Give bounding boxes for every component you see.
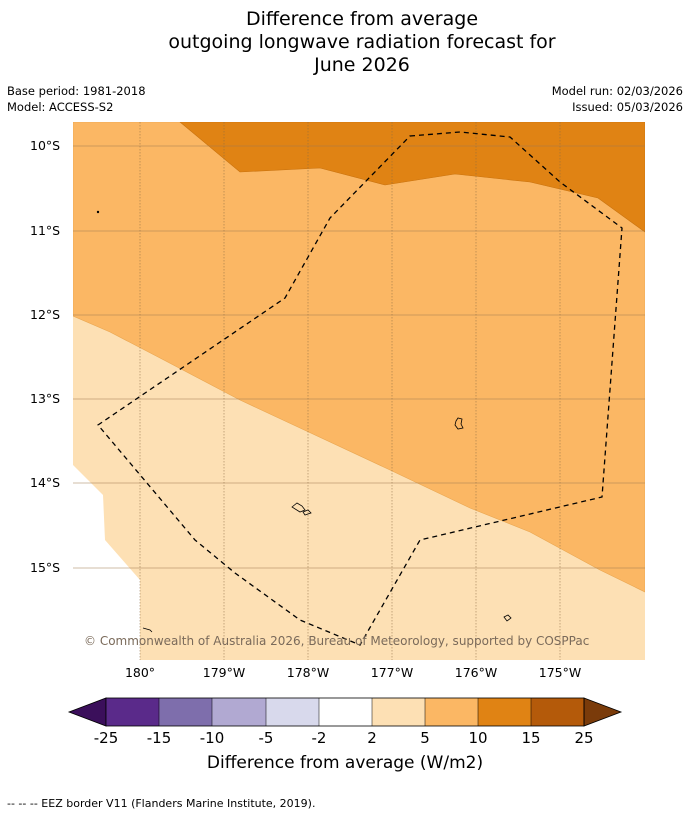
island-f bbox=[96, 210, 100, 214]
issued-text: Issued: 05/03/2026 bbox=[572, 100, 683, 114]
colorbar-tick: 25 bbox=[574, 729, 594, 747]
band-10-15 bbox=[179, 122, 645, 233]
colorbar-tick: 15 bbox=[521, 729, 541, 747]
colorbar-dividers bbox=[158, 698, 532, 726]
island-b bbox=[291, 502, 306, 513]
colorbar-bin bbox=[266, 698, 319, 726]
eez-footnote: -- -- -- EEZ border V11 (Flanders Marine… bbox=[7, 797, 316, 810]
map-title: Difference from average outgoing longwav… bbox=[0, 8, 690, 77]
base-period-text: Base period: 1981-2018 bbox=[7, 84, 146, 98]
lon-label: 175°W bbox=[538, 665, 582, 680]
colorbar-frame bbox=[105, 697, 585, 727]
colorbar-tick: 10 bbox=[468, 729, 488, 747]
meta-left: Base period: 1981-2018 Model: ACCESS-S2 bbox=[7, 83, 146, 115]
graticule-lon bbox=[139, 122, 561, 660]
island-a bbox=[454, 417, 464, 430]
copyright-text: © Commonwealth of Australia 2026, Bureau… bbox=[84, 634, 589, 648]
title-line-3: June 2026 bbox=[314, 54, 410, 76]
lon-label: 176°W bbox=[454, 665, 498, 680]
colorbar-bin bbox=[159, 698, 212, 726]
lat-label: 12°S bbox=[30, 307, 61, 322]
title-line-2: outgoing longwave radiation forecast for bbox=[168, 31, 556, 53]
meta-right: Model run: 02/03/2026 Issued: 05/03/2026 bbox=[552, 83, 683, 115]
lon-label: 179°W bbox=[202, 665, 246, 680]
neutral-zone bbox=[73, 465, 140, 660]
colorbar-bin bbox=[106, 698, 159, 726]
colorbar-tick: -25 bbox=[93, 729, 119, 747]
lat-label: 14°S bbox=[30, 475, 61, 490]
model-run-text: Model run: 02/03/2026 bbox=[551, 84, 683, 98]
colorbar-bin bbox=[372, 698, 425, 726]
colorbar-tick: 2 bbox=[367, 729, 377, 747]
lat-label: 15°S bbox=[30, 560, 61, 575]
lon-label: 180° bbox=[124, 665, 156, 680]
colorbar-bin bbox=[531, 698, 584, 726]
colorbar-bin bbox=[425, 698, 478, 726]
model-text: Model: ACCESS-S2 bbox=[7, 100, 114, 114]
eez-border bbox=[97, 131, 623, 646]
colorbar-tick: 5 bbox=[420, 729, 430, 747]
band-5-10 bbox=[73, 122, 645, 593]
island-e bbox=[142, 627, 153, 633]
colorbar-bin bbox=[478, 698, 531, 726]
title-line-1: Difference from average bbox=[245, 8, 479, 30]
graticule-lat bbox=[73, 145, 645, 569]
colorbar-bin bbox=[212, 698, 266, 726]
colorbar-tick: -15 bbox=[146, 729, 172, 747]
lat-label: 13°S bbox=[30, 391, 61, 406]
colorbar-tick: -5 bbox=[258, 729, 274, 747]
colorbar-extend-high bbox=[583, 697, 623, 727]
colorbar-extend-low bbox=[67, 697, 107, 727]
island-d bbox=[503, 614, 512, 622]
lon-label: 178°W bbox=[286, 665, 330, 680]
island-c bbox=[302, 509, 312, 516]
lat-label: 10°S bbox=[30, 138, 61, 153]
colorbar bbox=[67, 697, 623, 727]
lat-label: 11°S bbox=[30, 223, 61, 238]
colorbar-tick: -2 bbox=[311, 729, 327, 747]
colorbar-bin bbox=[319, 698, 372, 726]
colorbar-tick: -10 bbox=[199, 729, 225, 747]
colorbar-title: Difference from average (W/m2) bbox=[206, 753, 484, 773]
islands bbox=[96, 210, 512, 633]
map-area: © Commonwealth of Australia 2026, Bureau… bbox=[73, 122, 645, 660]
lon-label: 177°W bbox=[370, 665, 414, 680]
